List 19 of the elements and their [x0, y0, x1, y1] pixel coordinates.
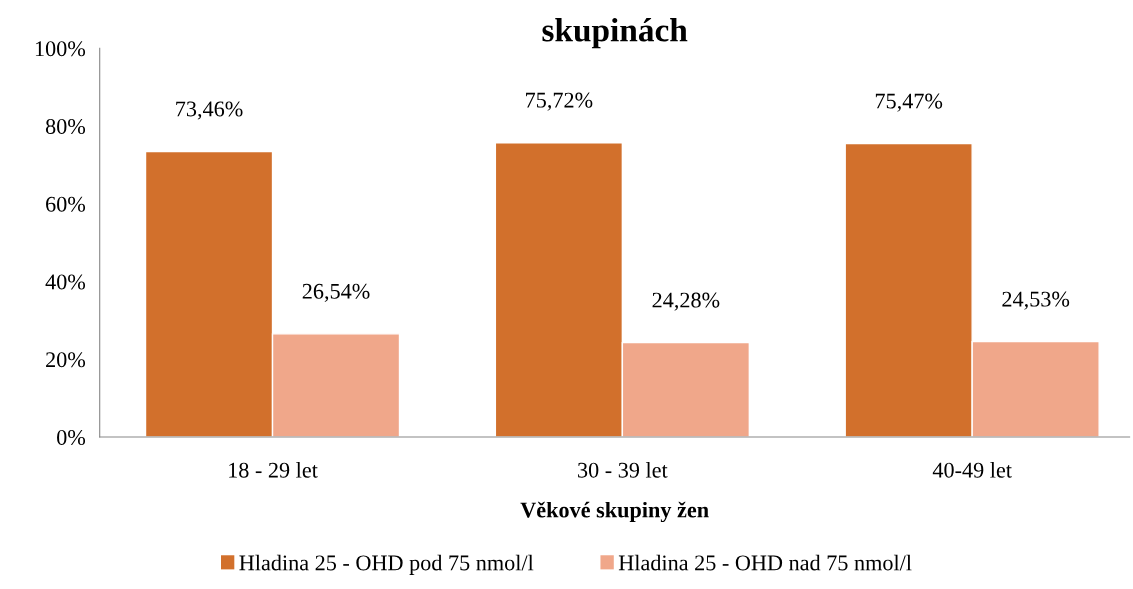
y-tick-label: 60% — [46, 196, 86, 212]
data-label: 24,28% — [652, 292, 720, 311]
data-label: 26,54% — [302, 283, 370, 302]
x-tick-label: 30 - 39 let — [578, 462, 668, 478]
y-tick-label: 20% — [46, 352, 86, 368]
data-label: 75,72% — [526, 92, 593, 111]
legend-label: Hladina 25 - OHD nad 75 nmol/l — [618, 554, 912, 571]
x-tick-label: 40-49 let — [932, 462, 1012, 478]
y-tick-label: 40% — [45, 274, 86, 290]
legend-label: Hladina 25 - OHD pod 75 nmol/l — [239, 554, 534, 575]
data-label: 73,46% — [176, 101, 243, 120]
chart-title: skupinách — [542, 18, 688, 49]
y-tick-label: 100% — [35, 41, 86, 57]
y-tick-label: 0% — [57, 429, 86, 446]
x-tick-label: 18 - 29 let — [229, 462, 318, 478]
data-label: 24,53% — [1002, 291, 1070, 310]
data-label: 75,47% — [875, 93, 943, 112]
y-tick-label: 80% — [45, 118, 86, 135]
x-axis-title: Věkové skupiny žen — [520, 501, 709, 523]
